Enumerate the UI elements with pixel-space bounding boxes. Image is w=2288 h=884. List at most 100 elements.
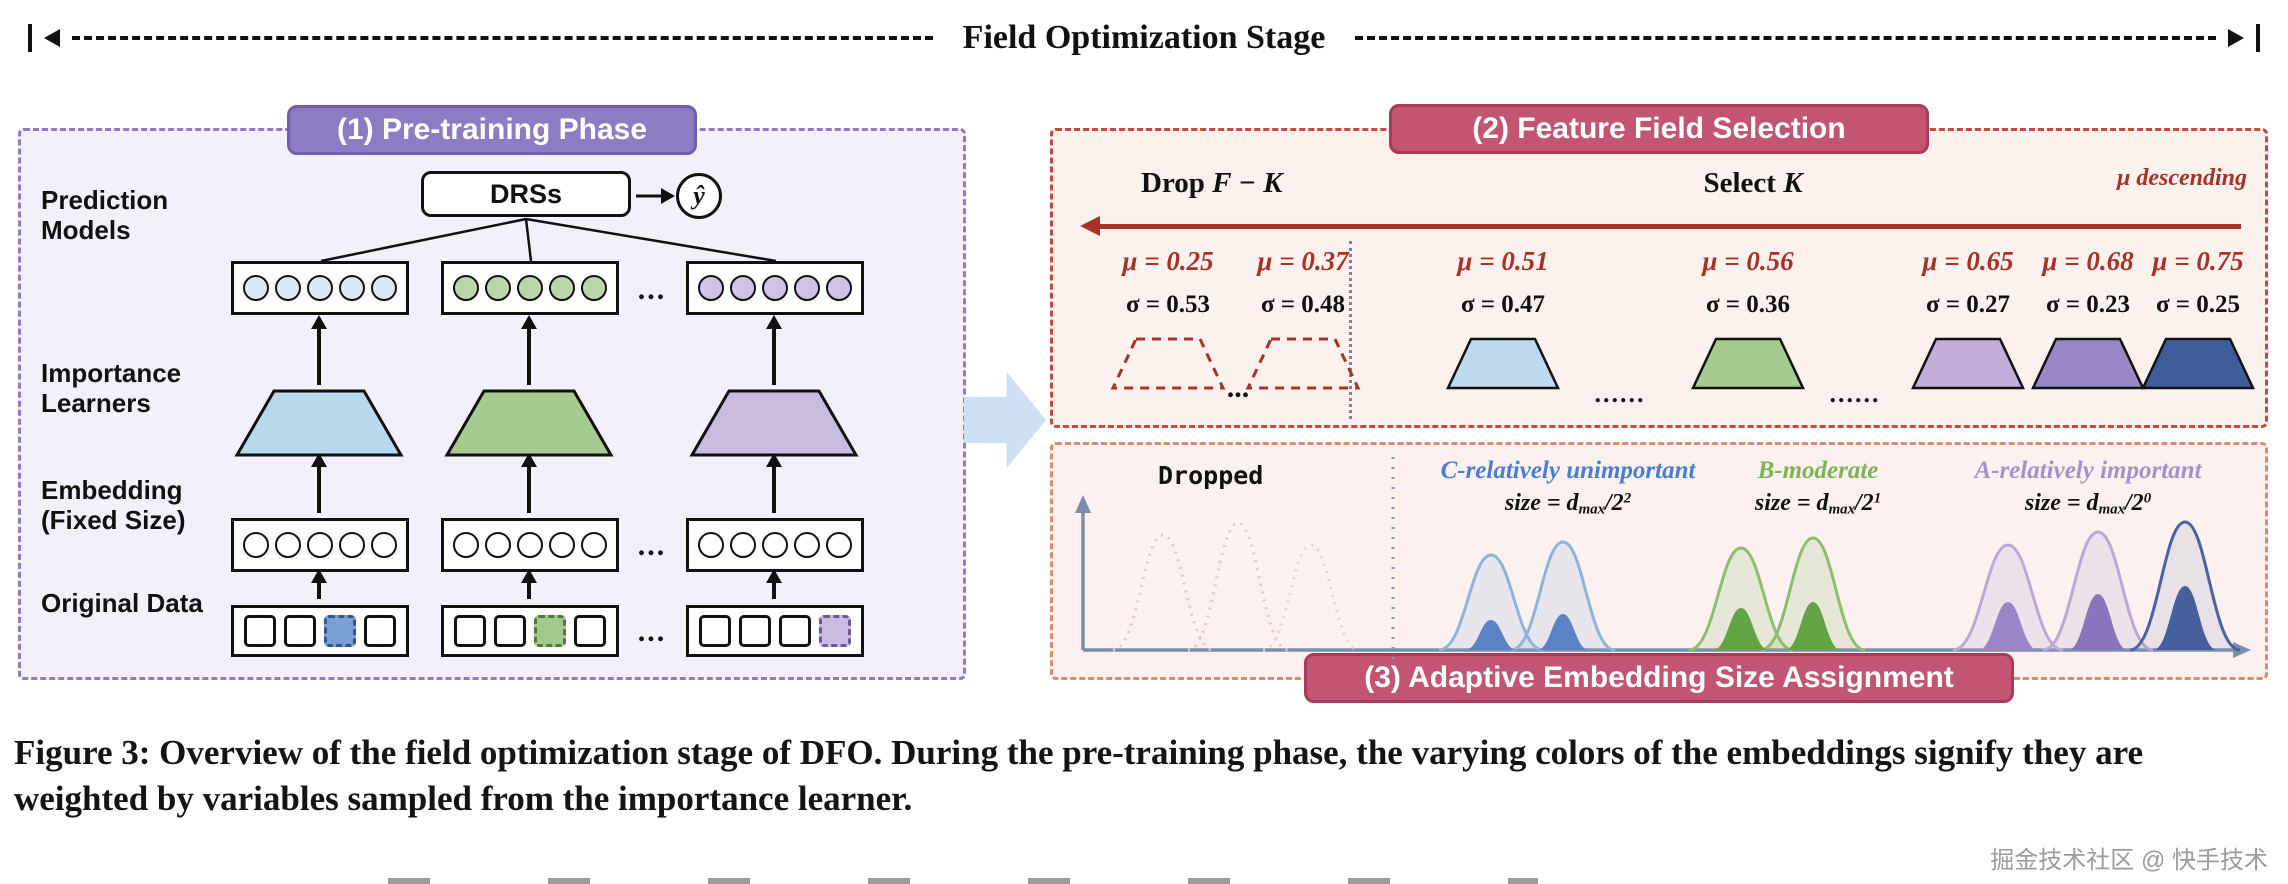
weighted-embedding-1 <box>231 261 409 315</box>
green-fill <box>1713 608 1769 650</box>
embedding-cell <box>698 532 724 558</box>
embedding-cell <box>581 532 607 558</box>
fixed-embedding-2 <box>441 518 619 572</box>
data-field-cell <box>574 615 606 647</box>
size-mid: /2 <box>2125 490 2144 516</box>
embedding-cell <box>275 532 301 558</box>
drss-box: DRSs <box>421 171 631 217</box>
drop-label: Drop F − K <box>1141 167 1282 200</box>
data-field-cell <box>454 615 486 647</box>
embedding-cell <box>371 532 397 558</box>
importance-learner-blue <box>234 389 404 457</box>
data-field-cell <box>699 615 731 647</box>
size-prefix: size = d <box>1754 490 1829 516</box>
up-arrow <box>521 315 536 385</box>
x-axis-arrowhead-icon <box>2233 642 2251 658</box>
span-arrowhead-left-icon <box>44 29 60 47</box>
drop-prefix: Drop <box>1141 167 1213 199</box>
purple-curve <box>2042 530 2154 652</box>
up-arrow <box>521 453 536 513</box>
dropped-curve <box>1262 543 1360 652</box>
embedding-cell <box>517 275 543 301</box>
field-column-dropped-1: μ = 0.25 σ = 0.53 <box>1098 246 1238 398</box>
up-arrow <box>311 453 326 513</box>
selected-trapezoid-blue <box>1446 337 1560 390</box>
size-assignment-panel: (3) Adaptive Embedding Size Assignment D… <box>1050 442 2268 703</box>
mu-value: μ = 0.25 <box>1122 246 1214 276</box>
embedding-cell <box>339 532 365 558</box>
select-prefix: Select <box>1703 167 1784 199</box>
cutoff-next-content <box>388 878 1538 884</box>
size-prefix: size = d <box>1504 490 1579 516</box>
embedding-cell <box>243 532 269 558</box>
mu-value: μ = 0.65 <box>1922 246 2014 276</box>
data-field-cell-selected-green <box>534 615 566 647</box>
embedding-cell <box>826 275 852 301</box>
stage-title: Field Optimization Stage <box>962 19 1326 56</box>
label-prediction-models: Prediction Models <box>41 185 169 245</box>
drop-math: F − K <box>1212 167 1283 199</box>
size-subscript: max <box>2098 501 2126 518</box>
size-exponent: 2 <box>1623 490 1632 507</box>
embedding-cell <box>826 532 852 558</box>
field-column-selected-3: μ = 0.65 σ = 0.27 <box>1898 246 2038 398</box>
weighted-embedding-3 <box>686 261 864 315</box>
group-name: C-relatively unimportant <box>1440 457 1696 484</box>
data-field-cell-selected-purple <box>819 615 851 647</box>
field-column-selected-5: μ = 0.75 σ = 0.25 <box>2128 246 2268 398</box>
embedding-cell <box>307 275 333 301</box>
embedding-cell <box>762 532 788 558</box>
drop-select-divider <box>1349 241 1352 419</box>
span-dashed-line-left <box>72 36 933 40</box>
purple-fill <box>1978 602 2038 650</box>
select-math: K <box>1783 167 1803 199</box>
pretraining-panel: (1) Pre-training Phase Prediction Models… <box>18 105 966 680</box>
span-dashed-line-right <box>1355 36 2216 40</box>
embedding-cell <box>453 532 479 558</box>
group-b-moderate: B-moderate size = dmax/21 <box>1678 457 1958 519</box>
pretraining-badge: (1) Pre-training Phase <box>287 105 697 155</box>
green-curve <box>1688 546 1794 652</box>
stage-header: Field Optimization Stage <box>28 16 2260 60</box>
fixed-embedding-1 <box>231 518 409 572</box>
embedding-cell <box>485 275 511 301</box>
data-field-cell <box>284 615 316 647</box>
group-a-important: A-relatively important size = dmax/20 <box>1948 457 2228 519</box>
ellipsis-dropped: ... <box>1226 371 1250 404</box>
green-curve <box>1760 536 1866 652</box>
label-importance-learners: Importance Learners <box>41 358 182 418</box>
ellipsis-selected: ...... <box>1829 379 1881 408</box>
dropped-curve <box>1187 521 1289 652</box>
embedding-cell <box>307 532 333 558</box>
embedding-cell <box>243 275 269 301</box>
up-arrow <box>311 315 326 385</box>
dropped-curve <box>1112 533 1214 652</box>
feature-selection-panel: (2) Feature Field Selection Drop F − K S… <box>1050 104 2268 428</box>
span-end-bar-left <box>28 24 32 52</box>
importance-learner-green <box>444 389 614 457</box>
up-arrow <box>521 569 536 599</box>
blue-curve <box>1510 540 1616 652</box>
purple-curve <box>1952 543 2064 652</box>
watermark: 掘金技术社区 @ 快手技术 <box>1990 847 2268 874</box>
embedding-cell <box>549 532 575 558</box>
blue-curve <box>1438 553 1544 652</box>
mu-value: μ = 0.75 <box>2152 246 2244 276</box>
ellipsis-fixed: ... <box>637 529 667 562</box>
field-column-dropped-2: μ = 0.37 σ = 0.48 <box>1233 246 1373 398</box>
selected-trapezoid-light-purple <box>1911 337 2025 390</box>
stage-transition-arrow-icon <box>964 372 1046 468</box>
up-arrow <box>766 453 781 513</box>
dropped-trapezoid-icon <box>1110 337 1226 390</box>
blue-fill <box>1537 614 1589 650</box>
figure-caption: Figure 3: Overview of the field optimiza… <box>14 733 2144 819</box>
embedding-cell <box>517 532 543 558</box>
weighted-embedding-2 <box>441 261 619 315</box>
dropped-trapezoid-icon <box>1245 337 1361 390</box>
embedding-cell <box>453 275 479 301</box>
purple-fill <box>2068 594 2128 650</box>
group-size: size = dmax/21 <box>1678 490 1958 519</box>
group-size: size = dmax/22 <box>1428 490 1708 519</box>
up-arrow <box>766 315 781 385</box>
